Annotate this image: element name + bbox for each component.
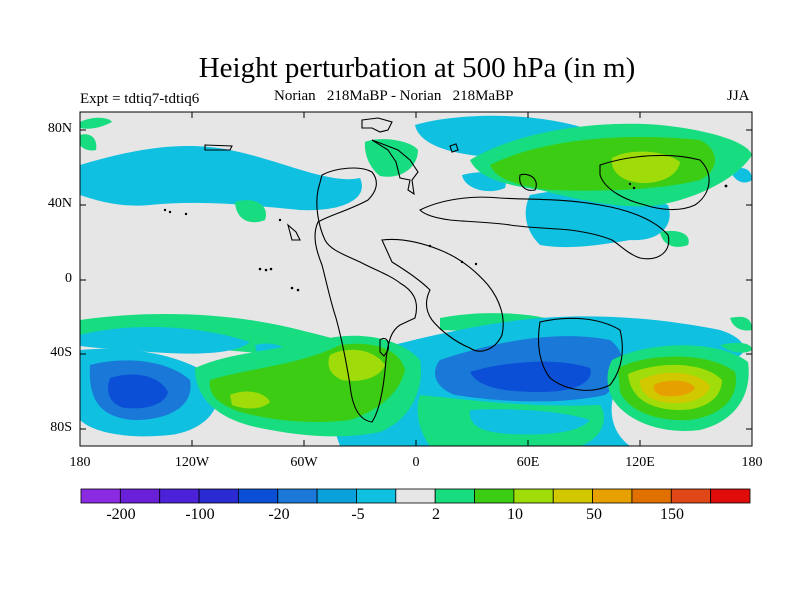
colorbar-label: 10 [507,506,523,523]
contour-region [364,139,418,177]
lon-label-60w: 60W [290,455,318,470]
season-label: JJA [727,88,750,104]
colorbar [80,488,751,504]
lon-label-0: 0 [412,455,420,470]
colorbar-swatch [670,488,712,504]
colorbar-label: 2 [432,506,440,523]
case-label: Norian 218MaBP - Norian 218MaBP [274,88,514,104]
colorbar-swatch [356,488,397,504]
map-title: Height perturbation at 500 hPa (in m) [198,52,636,84]
contour-region [235,200,266,223]
colorbar-swatch [631,488,672,504]
lat-label-80s: 80S [50,420,72,435]
experiment-label: Expt = tdtiq7-tdtiq6 [80,91,200,107]
contour-region [230,391,270,409]
colorbar-swatch [552,488,593,504]
colorbar-swatch [592,488,633,504]
colorbar-swatch [513,488,554,504]
colorbar-swatch [277,488,318,504]
colorbar-swatch [434,488,475,504]
lon-label-120e: 120E [625,455,655,470]
lat-label-eq: 0 [65,271,72,286]
lat-label-40n: 40N [47,196,72,211]
lon-label-180w: 180 [69,455,91,470]
lon-label-120w: 120W [174,455,210,470]
contour-region [611,151,680,184]
colorbar-label: 150 [660,506,684,523]
contour-region [653,380,695,397]
colorbar-swatch [395,488,436,504]
colorbar-label: -5 [351,506,365,523]
colorbar-label: 50 [586,506,602,523]
colorbar-swatch [710,488,751,504]
colorbar-swatch [159,488,200,504]
contour-region [469,409,590,435]
colorbar-swatch [198,488,239,504]
contour-region [730,316,752,331]
colorbar-swatch [119,488,161,504]
colorbar-swatch [80,488,121,504]
colorbar-label: -20 [268,506,290,523]
lat-label-80n: 80N [47,121,72,136]
contour-region [120,155,304,190]
map-field [80,112,752,446]
lon-label-180e: 180 [741,455,763,470]
colorbar-swatch [238,488,279,504]
contour-region [80,326,250,354]
colorbar-label: -100 [185,506,215,523]
islands [163,182,728,292]
colorbar-label: -200 [106,506,136,523]
contour-region [328,349,385,381]
contour-region [80,134,97,151]
lat-label-40s: 40S [50,345,72,360]
axis-ticks [80,112,752,446]
contour-region [720,342,752,353]
colorbar-swatch [474,488,515,504]
coastlines [204,117,710,423]
contour-region [80,117,112,129]
contour-region [108,374,168,409]
colorbar-swatch [316,488,357,504]
lon-label-60e: 60E [516,455,540,470]
